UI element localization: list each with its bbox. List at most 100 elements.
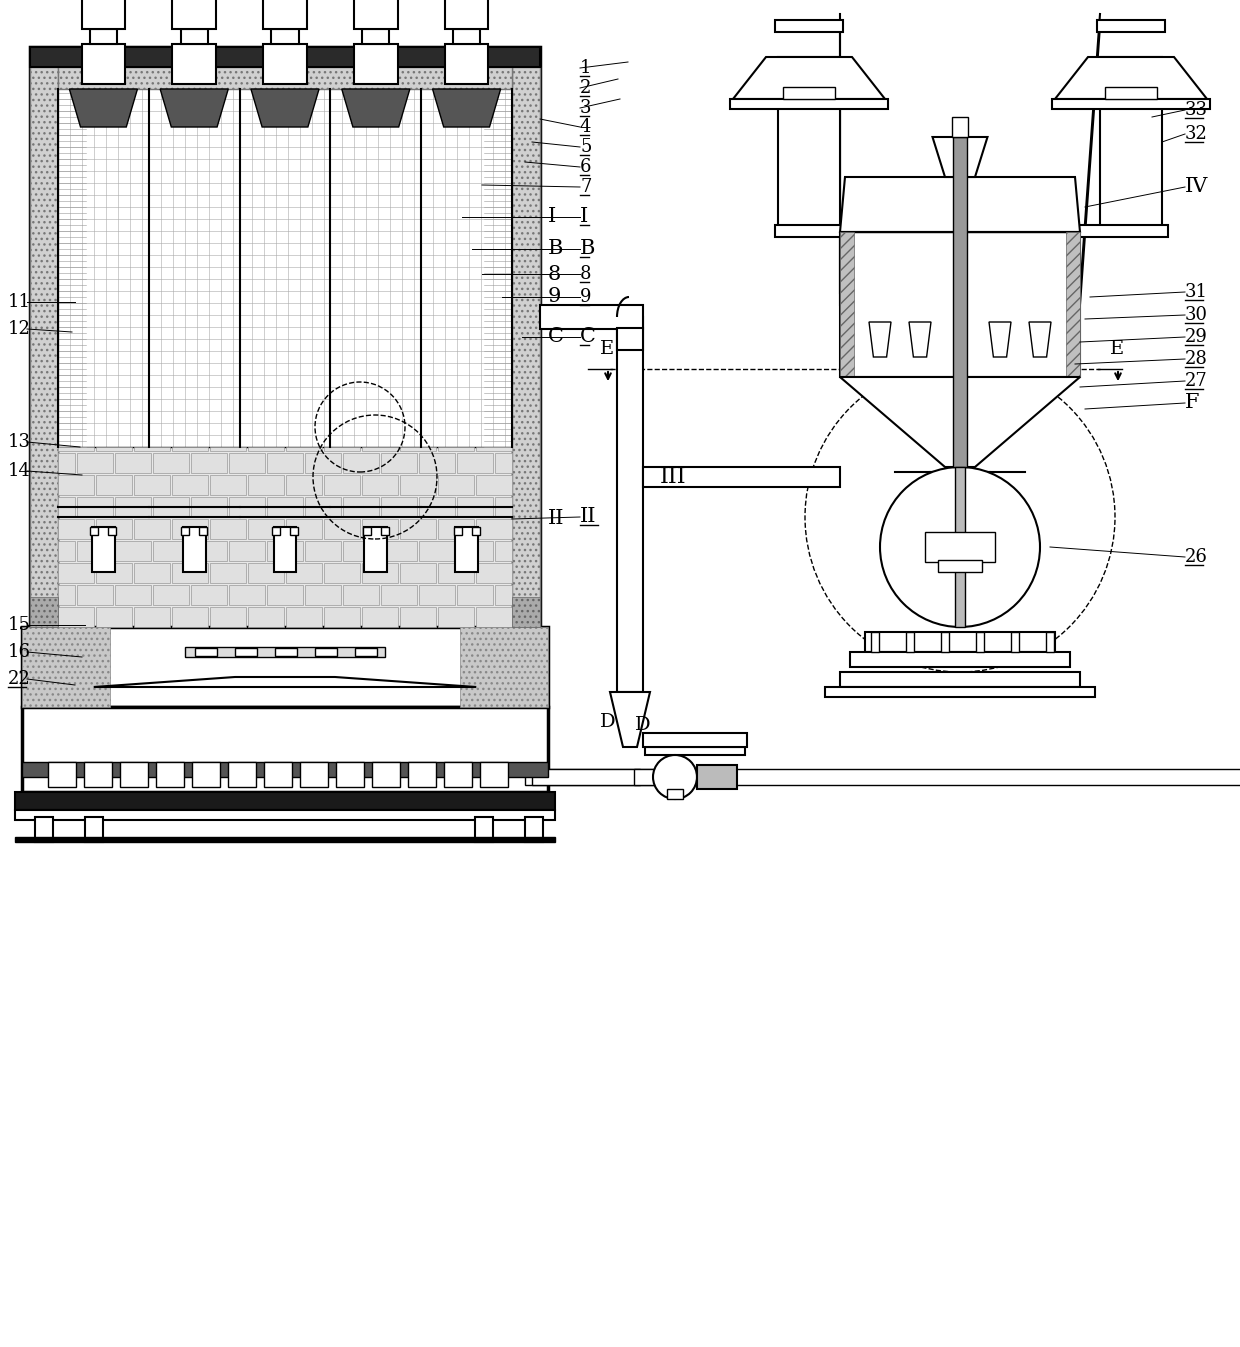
Text: F: F <box>1185 393 1199 412</box>
Circle shape <box>880 467 1040 626</box>
Bar <box>1011 632 1019 652</box>
Bar <box>77 585 113 605</box>
Bar <box>363 527 371 535</box>
Bar <box>870 632 879 652</box>
Bar <box>618 317 644 692</box>
Bar <box>185 647 384 657</box>
Text: D: D <box>600 713 615 731</box>
Bar <box>272 30 299 44</box>
Bar <box>353 44 398 84</box>
Polygon shape <box>94 678 476 687</box>
Bar <box>839 232 854 377</box>
Bar <box>58 519 94 539</box>
Text: 30: 30 <box>1185 306 1208 325</box>
Polygon shape <box>730 98 888 109</box>
Bar <box>58 497 74 517</box>
Bar <box>248 563 284 583</box>
Text: 6: 6 <box>580 158 591 176</box>
Text: 16: 16 <box>7 643 31 661</box>
Text: 13: 13 <box>7 432 31 451</box>
Bar <box>84 762 112 787</box>
Bar <box>267 541 303 560</box>
Bar <box>952 117 968 137</box>
Bar <box>381 497 417 517</box>
Bar <box>419 453 455 473</box>
Polygon shape <box>160 89 228 127</box>
Bar <box>192 762 219 787</box>
Bar <box>115 541 151 560</box>
Bar <box>172 475 208 494</box>
Bar <box>22 626 110 707</box>
Bar <box>172 447 208 451</box>
Text: 9: 9 <box>548 287 562 307</box>
Bar <box>476 519 512 539</box>
Polygon shape <box>69 89 138 127</box>
Text: B: B <box>580 240 595 259</box>
Bar <box>645 748 745 756</box>
Bar <box>58 607 94 626</box>
Text: 27: 27 <box>1185 372 1208 391</box>
Text: 7: 7 <box>580 178 591 197</box>
Text: IV: IV <box>1185 178 1208 197</box>
Bar <box>153 541 188 560</box>
Bar <box>263 44 306 84</box>
Bar <box>181 30 208 44</box>
Bar <box>458 585 494 605</box>
Text: C: C <box>580 327 596 346</box>
Bar <box>495 453 512 473</box>
Bar <box>401 563 436 583</box>
Polygon shape <box>733 57 885 98</box>
Bar <box>1047 632 1054 652</box>
Bar <box>634 769 670 785</box>
Bar <box>324 563 360 583</box>
Bar <box>315 648 337 656</box>
Bar <box>906 632 914 652</box>
Bar <box>305 453 341 473</box>
Bar <box>825 687 1095 696</box>
Bar <box>401 447 436 451</box>
Bar <box>644 467 839 488</box>
Bar <box>236 648 257 656</box>
Bar <box>91 527 98 535</box>
Bar <box>58 447 94 451</box>
Bar <box>381 453 417 473</box>
Bar <box>401 607 436 626</box>
Text: D: D <box>635 717 651 734</box>
Text: 12: 12 <box>7 321 31 338</box>
Bar <box>324 447 360 451</box>
Text: III: III <box>660 466 687 488</box>
Bar <box>618 329 644 350</box>
Bar <box>372 762 401 787</box>
Bar <box>210 447 246 451</box>
Bar <box>92 527 115 572</box>
Polygon shape <box>1029 322 1052 357</box>
Bar <box>362 447 398 451</box>
Text: 28: 28 <box>1185 350 1208 368</box>
Bar <box>839 232 1080 377</box>
Bar <box>134 475 170 494</box>
Bar <box>305 497 341 517</box>
Bar <box>134 563 170 583</box>
Bar <box>172 607 208 626</box>
Bar <box>58 67 512 89</box>
Bar <box>381 585 417 605</box>
Bar <box>438 447 474 451</box>
Bar <box>263 0 306 30</box>
Bar <box>458 541 494 560</box>
Text: B: B <box>548 240 563 259</box>
Bar <box>438 563 474 583</box>
Bar <box>495 585 512 605</box>
Bar <box>444 762 472 787</box>
Bar <box>182 527 206 572</box>
Bar <box>58 453 74 473</box>
Bar <box>955 467 965 626</box>
Bar <box>445 44 489 84</box>
Bar <box>30 47 539 67</box>
Polygon shape <box>839 377 1080 467</box>
Bar <box>153 585 188 605</box>
Bar <box>419 585 455 605</box>
Bar <box>453 30 480 44</box>
Bar <box>1097 20 1166 32</box>
Text: 9: 9 <box>580 288 591 306</box>
Text: 5: 5 <box>580 137 591 156</box>
